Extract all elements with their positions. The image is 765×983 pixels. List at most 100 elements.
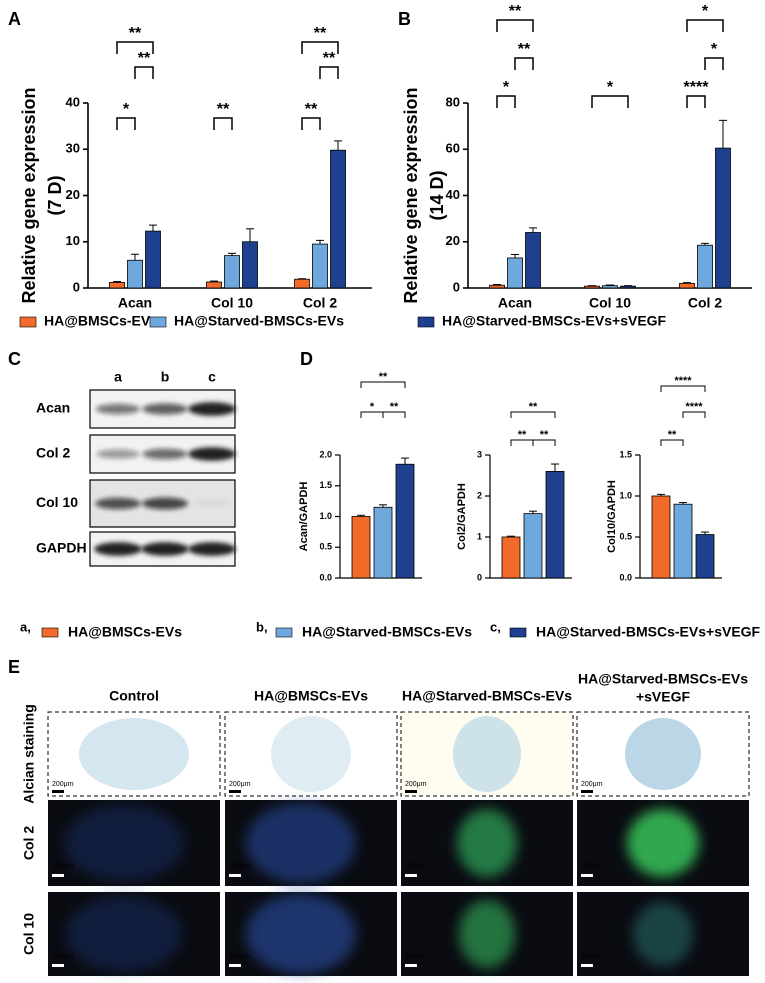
bar (242, 241, 258, 289)
scale-bar (52, 874, 64, 877)
y-tick-label: 1.0 (619, 490, 632, 500)
significance-bracket (360, 381, 406, 388)
scale-bar-label: 200μm (52, 863, 74, 870)
significance-bracket (496, 19, 534, 32)
significance-bracket (591, 95, 629, 108)
blot-band (188, 447, 236, 461)
y-tick-label: 0 (477, 572, 482, 582)
y-tick-label: 1.0 (319, 511, 332, 521)
tissue (625, 718, 701, 790)
error-bar (683, 282, 691, 284)
y-tick-label: 0.0 (319, 572, 332, 582)
legend-swatch (41, 627, 59, 638)
bar (145, 230, 161, 289)
significance-bracket (319, 66, 339, 79)
legend-prefix: a, (20, 619, 31, 634)
significance-label: **** (684, 79, 710, 96)
significance-label: ** (379, 371, 388, 383)
y-tick-label: 0.0 (619, 572, 632, 582)
error-bar (113, 281, 121, 283)
scale-bar (581, 790, 593, 793)
y-axis-label: (7 D) (45, 175, 65, 215)
significance-label: * (123, 101, 130, 118)
scale-bar-label: 200μm (405, 863, 427, 870)
significance-label: **** (685, 401, 703, 413)
significance-label: ** (129, 25, 142, 42)
error-bar (701, 531, 709, 535)
error-bar (657, 493, 665, 496)
bar (373, 506, 393, 579)
legend-label: HA@Starved-BMSCs-EVs (174, 313, 344, 329)
legend-label: HA@BMSCs-EVs (68, 624, 182, 640)
tissue (633, 902, 693, 966)
significance-bracket (510, 411, 556, 418)
error-bar (149, 224, 157, 232)
error-bar (606, 284, 614, 286)
tissue (66, 896, 182, 972)
column-header: Control (109, 688, 159, 704)
y-tick-label: 2.0 (319, 449, 332, 459)
bar (715, 147, 731, 289)
error-bar (357, 514, 365, 517)
error-bar (228, 252, 236, 256)
significance-bracket (213, 117, 233, 130)
error-bar (131, 253, 139, 261)
error-bar (679, 502, 687, 505)
bar (489, 284, 505, 289)
significance-label: ** (217, 101, 230, 118)
panel-letter: A (8, 9, 21, 29)
significance-label: ** (668, 429, 677, 441)
y-tick-label: 40 (446, 187, 460, 202)
y-tick-label: 0.5 (319, 542, 332, 552)
legend-label: HA@Starved-BMSCs-EVs+sVEGF (442, 313, 667, 329)
significance-bracket (382, 411, 406, 418)
y-tick-label: 1.5 (319, 480, 332, 490)
y-axis-label: Relative gene expression (19, 87, 39, 303)
significance-bracket (514, 57, 534, 70)
significance-label: ** (305, 101, 318, 118)
legend-swatch (275, 627, 293, 638)
legend-label: HA@BMSCs-EVs (44, 313, 158, 329)
significance-bracket (682, 411, 706, 418)
scale-bar (581, 874, 593, 877)
column-header: HA@BMSCs-EVs (254, 688, 368, 704)
significance-bracket (134, 66, 154, 79)
error-bar (507, 535, 515, 537)
bar (673, 503, 693, 579)
panel-letter: D (300, 349, 313, 369)
significance-label: ** (529, 401, 538, 413)
bar (679, 282, 695, 289)
bar (507, 257, 523, 289)
lane-label: a (114, 369, 122, 385)
tissue (64, 805, 184, 881)
bar (695, 534, 715, 579)
y-axis-label: Relative gene expression (401, 87, 421, 303)
legend-swatch (417, 316, 435, 328)
significance-bracket (116, 117, 136, 130)
error-bar (379, 504, 387, 508)
tissue (246, 803, 356, 883)
significance-label: ** (314, 25, 327, 42)
bar (294, 278, 310, 289)
significance-label: ** (323, 50, 336, 67)
blot-band (142, 448, 188, 460)
legend-prefix: c, (490, 619, 501, 634)
y-tick-label: 0 (453, 279, 460, 294)
y-axis-label: Col10/GAPDH (606, 480, 618, 553)
x-tick-label: Col 2 (688, 295, 722, 311)
bar (602, 285, 618, 289)
column-header: HA@Starved-BMSCs-EVs (578, 671, 748, 687)
tissue (271, 716, 351, 792)
error-bar (401, 457, 409, 465)
significance-bracket (496, 95, 516, 108)
bar (697, 244, 713, 289)
tissue (457, 809, 517, 877)
significance-bracket (686, 95, 706, 108)
scale-bar-label: 200μm (581, 953, 603, 960)
error-bar (493, 284, 501, 286)
error-bar (551, 463, 559, 472)
legend-label: HA@Starved-BMSCs-EVs (302, 624, 472, 640)
bar (584, 285, 600, 289)
blot-band (94, 542, 142, 556)
